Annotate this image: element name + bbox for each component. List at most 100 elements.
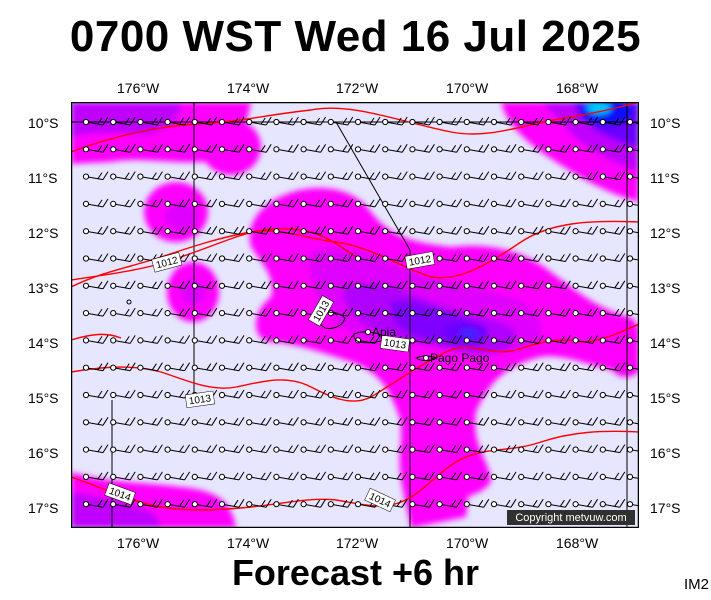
station-circle: [599, 146, 606, 153]
station-circle: [300, 255, 307, 262]
station-circle: [273, 419, 280, 426]
station-circle: [382, 228, 389, 235]
station-circle: [327, 446, 334, 453]
station-circle: [436, 337, 443, 344]
station-circle: [327, 310, 334, 317]
station-circle: [246, 282, 253, 289]
apia-marker: [365, 329, 371, 335]
station-circle: [436, 501, 443, 508]
station-circle: [354, 391, 362, 399]
station-circle: [327, 391, 334, 399]
station-circle: [82, 228, 90, 235]
station-circle: [218, 501, 226, 508]
station-circle: [300, 501, 307, 508]
station-circle: [626, 200, 634, 208]
station-circle: [300, 118, 307, 126]
station-circle: [599, 473, 606, 480]
station-circle: [246, 173, 253, 180]
station-circle: [191, 200, 198, 208]
station-circle: [490, 419, 498, 426]
station-circle: [490, 282, 498, 289]
station-circle: [191, 146, 198, 153]
station-circle: [273, 446, 280, 453]
station-circle: [82, 501, 90, 508]
station-circle: [572, 282, 579, 289]
station-circle: [218, 282, 226, 289]
station-circle: [436, 419, 443, 426]
station-circle: [82, 337, 90, 344]
station-circle: [327, 501, 334, 508]
station-circle: [382, 446, 389, 453]
station-circle: [463, 255, 470, 262]
station-circle: [626, 446, 634, 453]
station-circle: [110, 310, 117, 317]
station-circle: [218, 310, 226, 317]
station-circle: [82, 255, 90, 262]
station-circle: [382, 118, 389, 126]
station-circle: [191, 473, 198, 480]
station-circle: [82, 419, 90, 426]
station-circle: [409, 173, 416, 180]
station-circle: [599, 446, 606, 453]
station-circle: [300, 282, 307, 289]
station-circle: [436, 473, 443, 480]
station-circle: [164, 337, 171, 344]
isobar-label-1012-east: 1012: [408, 254, 432, 269]
lat-label-left-13s: 13°S: [28, 280, 59, 296]
station-circle: [545, 118, 552, 126]
station-circle: [300, 228, 307, 235]
station-circle: [490, 173, 498, 180]
station-circle: [327, 337, 334, 344]
station-circle: [218, 446, 226, 453]
station-circle: [354, 473, 362, 480]
lat-label-left-10s: 10°S: [28, 115, 59, 131]
station-circle: [599, 200, 606, 208]
lon-label-bottom-176w: 176°W: [117, 535, 160, 551]
station-circle: [246, 446, 253, 453]
station-circle: [518, 391, 525, 399]
station-circle: [490, 364, 498, 371]
station-circle: [599, 419, 606, 426]
station-circle: [191, 364, 198, 371]
station-circle: [599, 501, 606, 508]
lon-label-bottom-172w: 172°W: [336, 535, 379, 551]
station-circle: [599, 118, 606, 126]
station-circle: [463, 282, 470, 289]
station-circle: [354, 146, 362, 153]
station-circle: [300, 473, 307, 480]
station-circle: [626, 310, 634, 317]
island-small: [126, 299, 132, 305]
station-circle: [626, 473, 634, 480]
station-circle: [626, 255, 634, 262]
map-title: 0700 WST Wed 16 Jul 2025: [69, 12, 642, 61]
station-circle: [409, 146, 416, 153]
station-circle: [218, 173, 226, 180]
station-circle: [218, 391, 226, 399]
station-circle: [110, 473, 117, 480]
lon-label-bottom-170w: 170°W: [446, 535, 489, 551]
station-circle: [354, 200, 362, 208]
station-circle: [246, 310, 253, 317]
station-circle: [572, 419, 579, 426]
station-circle: [327, 200, 334, 208]
station-circle: [246, 473, 253, 480]
station-circle: [164, 282, 171, 289]
station-circle: [382, 473, 389, 480]
station-circle: [599, 228, 606, 235]
station-circle: [218, 255, 226, 262]
lat-label-right-16s: 16°S: [650, 445, 681, 461]
station-circle: [164, 419, 171, 426]
station-circle: [572, 391, 579, 399]
station-circle: [273, 118, 280, 126]
station-circle: [490, 146, 498, 153]
station-circle: [572, 446, 579, 453]
station-circle: [463, 501, 470, 508]
copyright-box: Copyright metvuw.com: [507, 510, 635, 525]
station-circle: [354, 501, 362, 508]
lat-label-right-14s: 14°S: [650, 335, 681, 351]
station-circle: [82, 391, 90, 399]
station-circle: [518, 501, 525, 508]
station-circle: [463, 419, 470, 426]
station-circle: [626, 337, 634, 344]
lat-label-right-17s: 17°S: [650, 500, 681, 516]
